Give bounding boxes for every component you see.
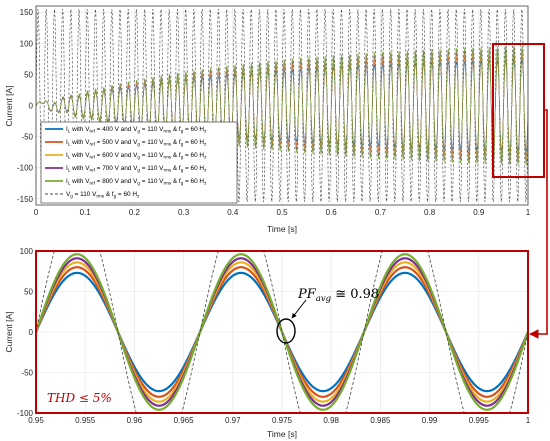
bottom-xtick-label: 1 [526, 416, 531, 425]
bottom-ticks: 0.95 0.955 0.96 0.965 0.97 0.975 0.98 0.985 0.99… [17, 247, 531, 425]
bottom-xtick-label: 0.955 [75, 416, 96, 425]
top-series-line-4 [36, 45, 528, 166]
pf-annotation-arrow [291, 299, 307, 319]
bottom-xtick-label: 0.96 [127, 416, 143, 425]
top-ytick-label: 0 [29, 102, 34, 111]
top-series-group [36, 9, 528, 202]
top-xlabel: Time [s] [267, 224, 297, 234]
top-xtick-label: 0.5 [276, 208, 288, 217]
top-ylabel: Current [A] [4, 85, 14, 126]
top-axes-box [35, 5, 529, 206]
top-ticks: 0 0.1 0.2 0.3 0.4 0.5 0.6 0.7 0.8 0.9 1 150 100 50 0 -5… [17, 8, 531, 217]
legend-entry: IL with Vref = 800 V and Vg = 110 Vrms &… [66, 178, 207, 186]
bottom-ytick-label: 0 [29, 328, 34, 337]
top-chart: 0 0.1 0.2 0.3 0.4 0.5 0.6 0.7 0.8 0.9 1 150 100 50 0 -5… [4, 5, 545, 234]
bottom-xlabel: Time [s] [267, 429, 297, 439]
top-xtick-label: 0 [34, 208, 39, 217]
bottom-ytick-label: -50 [21, 369, 33, 378]
bottom-xtick-label: 0.965 [174, 416, 195, 425]
legend-box [40, 121, 238, 204]
top-ytick-label: -100 [17, 164, 34, 173]
top-xtick-label: 0.9 [473, 208, 485, 217]
legend-entry: IL with Vref = 500 V and Vg = 110 Vrms &… [66, 139, 207, 147]
bottom-xtick-label: 0.98 [323, 416, 339, 425]
bottom-xtick-label: 0.995 [469, 416, 490, 425]
bottom-xtick-label: 0.975 [272, 416, 293, 425]
top-xtick-label: 0.8 [424, 208, 436, 217]
bottom-xtick-label: 0.95 [28, 416, 44, 425]
top-xtick-label: 0.4 [227, 208, 239, 217]
top-ytick-label: 150 [20, 8, 34, 17]
top-ytick-label: 50 [24, 70, 33, 79]
legend-entry: IL with Vref = 700 V and Vg = 110 Vrms &… [66, 165, 207, 173]
bottom-series-line-4 [36, 253, 528, 411]
legend-rows: IL with Vref = 400 V and Vg = 110 Vrms &… [45, 126, 207, 199]
top-xtick-label: 0.3 [178, 208, 190, 217]
top-ytick-label: -150 [17, 195, 34, 204]
top-xtick-label: 1 [526, 208, 531, 217]
bottom-ytick-label: 50 [24, 288, 33, 297]
bottom-series-group [36, 251, 528, 413]
bottom-xtick-label: 0.985 [370, 416, 391, 425]
bottom-ylabel: Current [A] [4, 311, 14, 352]
bottom-chart: 0.95 0.955 0.96 0.965 0.97 0.975 0.98 0.985 0.99… [4, 247, 531, 439]
top-xtick-label: 0.1 [80, 208, 92, 217]
top-xtick-label: 0.2 [129, 208, 141, 217]
bottom-ytick-label: -100 [17, 409, 34, 418]
top-ytick-label: 100 [20, 39, 34, 48]
pf-annotation: PFavg ≅ 0.98 [297, 287, 379, 304]
top-xtick-label: 0.7 [375, 208, 387, 217]
bottom-axes-box [35, 250, 529, 414]
legend-entry: IL with Vref = 400 V and Vg = 110 Vrms &… [66, 126, 207, 134]
top-ytick-label: -50 [21, 133, 33, 142]
bottom-xtick-label: 0.97 [225, 416, 241, 425]
legend-entry: IL with Vref = 600 V and Vg = 110 Vrms &… [66, 152, 207, 160]
legend-entry: Vg = 110 Vrms & fg = 60 Hz [66, 191, 140, 199]
bottom-xtick-label: 0.99 [422, 416, 438, 425]
bottom-ytick-label: 100 [20, 247, 34, 256]
thd-annotation: THD ≤ 5% [47, 391, 112, 405]
top-xtick-label: 0.6 [326, 208, 338, 217]
pf-crossing-circle [276, 318, 296, 344]
zoom-connector-arrow [529, 109, 548, 339]
legend: IL with Vref = 400 V and Vg = 110 Vrms &… [40, 121, 238, 204]
